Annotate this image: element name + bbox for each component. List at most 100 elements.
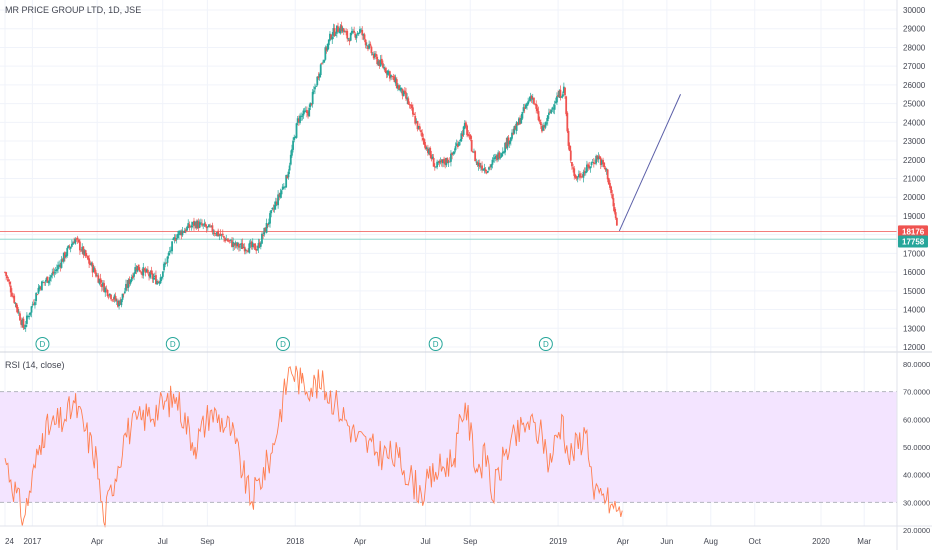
candle-body: [456, 143, 459, 147]
candle-body: [146, 269, 149, 273]
rsi-overbought-oversold-band: [0, 391, 897, 503]
candle-body: [348, 39, 351, 42]
candle-body: [398, 85, 400, 90]
chart-symbol-title[interactable]: MR PRICE GROUP LTD, 1D, JSE: [5, 5, 141, 15]
dividend-marker[interactable]: [538, 337, 553, 351]
candle-body: [402, 90, 405, 97]
candle-body: [187, 223, 190, 228]
candle-body: [79, 241, 81, 251]
rsi-axis[interactable]: 80.0000 70.0000 60.0000 50.0000 40.0000 30.00…: [903, 360, 930, 535]
candle-body: [559, 89, 562, 99]
candle-body: [530, 96, 533, 99]
candle-body: [277, 194, 279, 206]
candle-body: [119, 300, 122, 305]
trend-line-drawing[interactable]: [618, 94, 681, 232]
candle-body: [432, 157, 435, 167]
candle-body: [478, 162, 481, 167]
candle-body: [126, 284, 129, 288]
candle-body: [163, 263, 165, 271]
candle-body: [371, 53, 374, 55]
rsi-indicator-title[interactable]: RSI (14, close): [5, 360, 65, 370]
candle-body: [287, 171, 290, 178]
dividend-marker[interactable]: [35, 337, 50, 351]
candle-body: [145, 269, 148, 272]
candle-body: [8, 281, 11, 285]
candle-body: [372, 54, 375, 59]
candle-body: [400, 87, 403, 90]
candle-body: [118, 300, 120, 307]
candle-body: [463, 123, 466, 128]
candle-body: [430, 154, 433, 160]
dividend-marker[interactable]: [165, 337, 180, 351]
candle-body: [176, 234, 179, 238]
candle-body: [355, 35, 358, 39]
time-axis[interactable]: 24 2017 Apr Jul Sep 2018 Apr Jul Sep 2019 Apr Jun Au…: [5, 537, 871, 546]
candle-body: [307, 112, 309, 116]
candle-body: [129, 279, 132, 284]
candle-body: [363, 34, 366, 40]
candle-body: [231, 240, 233, 247]
candle-body: [589, 166, 592, 169]
time-tick-label: Jun: [660, 537, 673, 546]
dividend-marker[interactable]: [428, 337, 443, 351]
candle-body: [615, 217, 618, 226]
candle-body: [194, 221, 197, 226]
candle-body: [67, 245, 70, 248]
candle-body: [243, 246, 246, 252]
dividend-marker-label: D: [170, 340, 176, 349]
candle-body: [529, 96, 532, 101]
time-tick-label: Aug: [704, 537, 718, 546]
candle-body: [278, 194, 281, 197]
candle-body: [554, 101, 557, 104]
candle-body: [195, 222, 198, 229]
candle-body: [341, 27, 344, 32]
candle-body: [538, 120, 541, 122]
candle-body: [273, 205, 276, 210]
candle-body: [309, 102, 312, 108]
candle-body: [454, 146, 457, 151]
candle-body: [591, 162, 594, 163]
candle-body: [133, 273, 135, 277]
candle-body: [91, 263, 94, 273]
candle-body: [158, 282, 161, 284]
dividend-marker[interactable]: [275, 337, 290, 351]
candle-body: [423, 139, 426, 145]
candle-body: [488, 167, 490, 170]
candle-body: [81, 246, 84, 251]
candle-body: [51, 272, 54, 276]
candle-body: [292, 140, 294, 150]
candle-body: [388, 71, 391, 79]
candle-body: [596, 155, 599, 160]
candle-body: [543, 125, 546, 128]
candle-body: [580, 176, 583, 178]
candle-body: [551, 107, 554, 110]
candle-body: [135, 268, 138, 271]
candle-body: [447, 161, 450, 163]
candle-body: [420, 130, 422, 133]
candle-body: [527, 101, 530, 105]
candle-body: [369, 43, 372, 46]
candle-body: [480, 166, 482, 168]
candle-body: [203, 223, 206, 226]
candle-body: [496, 154, 498, 161]
candle-body: [205, 226, 208, 229]
candle-body: [82, 246, 85, 255]
candle-body: [393, 76, 396, 83]
candle-body: [526, 103, 528, 107]
time-tick-label: Sep: [463, 537, 478, 546]
candle-body: [425, 147, 428, 149]
candle-body: [138, 269, 141, 272]
price-axis[interactable]: 30000 29000 28000 27000 26000 25000 24000 23000…: [903, 6, 926, 352]
candle-body: [98, 278, 101, 284]
rsi-tick-label: 70.0000: [903, 388, 930, 397]
candle-body: [220, 234, 223, 236]
candle-body: [310, 103, 313, 105]
candle-body: [228, 240, 231, 241]
candle-body: [141, 271, 144, 275]
candle-body: [9, 285, 12, 293]
candle-body: [444, 162, 447, 165]
candle-body: [255, 249, 258, 251]
candle-body: [338, 32, 341, 34]
candle-body: [507, 137, 510, 145]
